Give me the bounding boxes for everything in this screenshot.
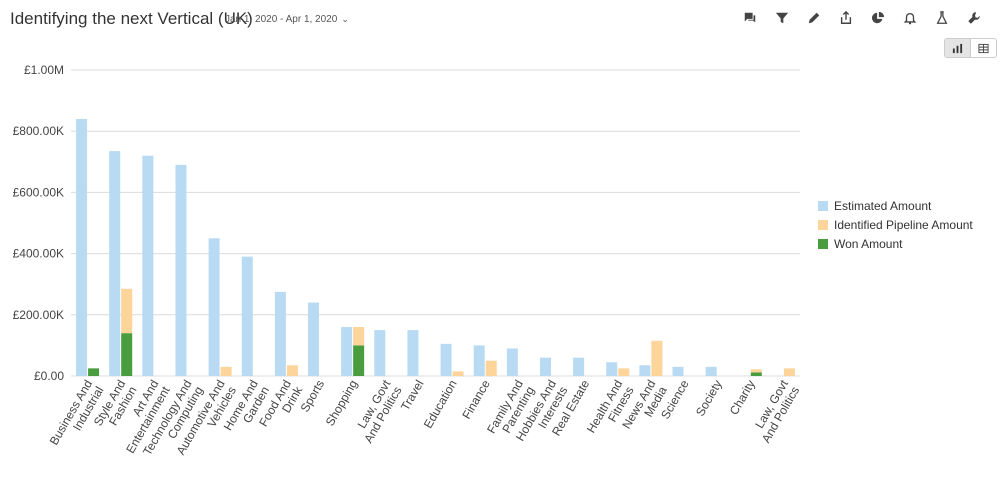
lab-icon[interactable]	[926, 8, 958, 28]
y-tick-label: £600.00K	[13, 185, 64, 199]
won-amount-bar	[353, 345, 365, 376]
estimated-amount-bar	[473, 345, 485, 376]
estimated-amount-bar	[208, 238, 220, 376]
pipeline-amount-bar	[750, 369, 762, 373]
bar-chart-view-icon[interactable]	[945, 39, 970, 57]
pipeline-amount-bar	[286, 365, 298, 376]
pipeline-amount-bar	[353, 327, 365, 346]
legend-estimated-amount[interactable]: Estimated Amount	[818, 196, 973, 215]
estimated-amount-bar	[76, 118, 88, 377]
legend-swatch	[818, 219, 828, 230]
legend-label: Won Amount	[834, 236, 903, 251]
y-tick-label: £200.00K	[13, 308, 64, 322]
estimated-amount-bar	[341, 327, 353, 376]
legend-won-amount[interactable]: Won Amount	[818, 234, 973, 253]
estimated-amount-bar	[109, 151, 121, 376]
legend-swatch	[818, 238, 828, 249]
estimated-amount-bar	[606, 362, 618, 376]
won-amount-bar	[88, 368, 100, 376]
chart-type-icon[interactable]	[862, 8, 894, 28]
legend-label: Identified Pipeline Amount	[834, 217, 973, 232]
pipeline-amount-bar	[618, 368, 630, 376]
y-tick-label: £1.00M	[24, 63, 64, 77]
estimated-amount-bar	[705, 366, 717, 376]
estimated-amount-bar	[539, 357, 551, 376]
toolbar	[734, 8, 990, 28]
x-tick-label: Charity	[727, 378, 758, 418]
pipeline-amount-bar	[485, 360, 497, 376]
legend-label: Estimated Amount	[834, 198, 932, 213]
estimated-amount-bar	[506, 348, 518, 376]
pipeline-amount-bar	[121, 288, 133, 334]
bar-chart: £0.00 £200.00K £400.00K £600.00K £800.00K £1.…	[13, 63, 803, 458]
alert-icon[interactable]	[894, 8, 926, 28]
chevron-down-icon: ⌄	[341, 14, 349, 24]
y-tick-label: £800.00K	[13, 124, 64, 138]
estimated-amount-bar	[241, 256, 253, 376]
share-icon[interactable]	[830, 8, 862, 28]
won-amount-bar	[121, 333, 133, 376]
estimated-amount-bar	[639, 365, 651, 376]
filter-icon[interactable]	[766, 8, 798, 28]
estimated-amount-bar	[175, 164, 187, 376]
x-tick-label: Education	[421, 378, 460, 431]
estimated-amount-bar	[142, 155, 154, 376]
table-view-icon[interactable]	[970, 39, 996, 57]
y-tick-label: £400.00K	[13, 247, 64, 261]
date-range-selector[interactable]: Jan 1, 2020 - Apr 1, 2020 ⌄	[225, 14, 349, 25]
view-toggle	[944, 38, 997, 58]
pipeline-amount-bar	[651, 340, 663, 376]
comments-icon[interactable]	[734, 8, 766, 28]
x-tick-label: Shopping	[323, 378, 360, 429]
estimated-amount-bar	[672, 366, 684, 376]
report-header: Identifying the next Vertical (UK) Jan 1…	[0, 0, 1000, 36]
x-tick-label: Society	[693, 378, 725, 419]
legend-identified-pipeline-amount[interactable]: Identified Pipeline Amount	[818, 215, 973, 234]
estimated-amount-bar	[573, 357, 585, 376]
page-title: Identifying the next Vertical (UK)	[10, 9, 253, 28]
wrench-icon[interactable]	[958, 8, 990, 28]
estimated-amount-bar	[374, 330, 386, 376]
estimated-amount-bar	[407, 330, 419, 376]
pipeline-amount-bar	[452, 371, 464, 376]
won-amount-bar	[750, 372, 762, 376]
chart-legend: Estimated Amount Identified Pipeline Amou…	[818, 196, 973, 253]
x-tick-label: Travel	[398, 378, 427, 413]
legend-swatch	[818, 200, 828, 211]
x-tick-label: Finance	[459, 377, 493, 421]
estimated-amount-bar	[308, 302, 320, 376]
edit-icon[interactable]	[798, 8, 830, 28]
estimated-amount-bar	[440, 343, 452, 376]
date-range-label: Jan 1, 2020 - Apr 1, 2020	[225, 14, 338, 25]
y-tick-label: £0.00	[34, 369, 64, 383]
estimated-amount-bar	[274, 291, 286, 376]
pipeline-amount-bar	[220, 366, 232, 376]
pipeline-amount-bar	[783, 368, 795, 376]
